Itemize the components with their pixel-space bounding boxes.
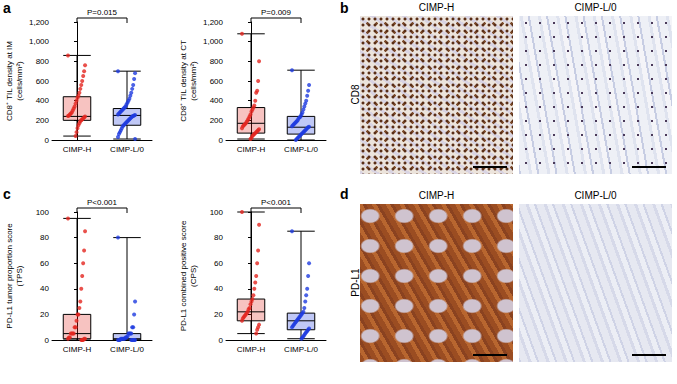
svg-text:CIMP-L/0: CIMP-L/0 (284, 145, 318, 154)
svg-text:PD-L1 combined positive score: PD-L1 combined positive score (179, 220, 188, 331)
html-text:d: d (340, 186, 349, 202)
svg-text:1,200: 1,200 (29, 18, 50, 27)
svg-text:20: 20 (214, 310, 223, 319)
html-text:a: a (3, 0, 11, 16)
svg-text:CIMP-H: CIMP-H (237, 345, 266, 354)
svg-text:80: 80 (40, 233, 49, 242)
svg-text:CIMP-H: CIMP-H (237, 145, 266, 154)
svg-text:100: 100 (36, 208, 50, 217)
svg-text:20: 20 (40, 310, 49, 319)
svg-text:CD8⁺ TIL density at CT: CD8⁺ TIL density at CT (179, 40, 188, 122)
svg-text:400: 400 (210, 96, 224, 105)
html-text:c: c (3, 186, 11, 202)
svg-text:CIMP-L/0: CIMP-L/0 (110, 145, 144, 154)
html-text:CIMP-L/0: CIMP-L/0 (574, 190, 617, 201)
svg-text:0: 0 (219, 136, 224, 145)
svg-text:P=0.015: P=0.015 (87, 8, 118, 17)
svg-text:800: 800 (36, 57, 50, 66)
svg-text:(cells/mm²): (cells/mm²) (15, 61, 24, 101)
svg-text:CIMP-H: CIMP-H (63, 145, 92, 154)
svg-text:1,000: 1,000 (29, 37, 50, 46)
svg-text:60: 60 (214, 259, 223, 268)
html-text:CIMP-H: CIMP-H (418, 2, 455, 13)
svg-text:600: 600 (210, 77, 224, 86)
svg-text:40: 40 (40, 284, 49, 293)
svg-text:CIMP-L/0: CIMP-L/0 (110, 345, 144, 354)
svg-text:80: 80 (214, 233, 223, 242)
svg-text:60: 60 (40, 259, 49, 268)
svg-text:40: 40 (214, 284, 223, 293)
svg-text:0: 0 (45, 136, 50, 145)
svg-text:P<0.001: P<0.001 (261, 198, 292, 207)
svg-text:1,200: 1,200 (203, 18, 224, 27)
svg-text:P=0.009: P=0.009 (261, 8, 292, 17)
svg-text:PD-L1 tumor proportion score: PD-L1 tumor proportion score (5, 223, 14, 329)
html-text:CIMP-H: CIMP-H (418, 190, 455, 201)
svg-text:P<0.001: P<0.001 (87, 198, 118, 207)
svg-text:CIMP-L/0: CIMP-L/0 (284, 345, 318, 354)
svg-text:(TPS): (TPS) (15, 265, 24, 286)
html-text:CIMP-L/0: CIMP-L/0 (574, 2, 617, 13)
svg-text:200: 200 (210, 116, 224, 125)
svg-text:400: 400 (36, 96, 50, 105)
html-text:CD8: CD8 (349, 84, 361, 105)
svg-text:100: 100 (210, 208, 224, 217)
svg-text:0: 0 (219, 336, 224, 345)
svg-text:CD8⁺ TIL density at IM: CD8⁺ TIL density at IM (5, 41, 14, 121)
svg-text:(cells/mm²): (cells/mm²) (189, 61, 198, 101)
svg-text:200: 200 (36, 116, 50, 125)
svg-text:800: 800 (210, 57, 224, 66)
svg-text:600: 600 (36, 77, 50, 86)
svg-text:1,000: 1,000 (203, 37, 224, 46)
html-text:PD-L1: PD-L1 (349, 268, 361, 297)
svg-text:0: 0 (45, 336, 50, 345)
svg-text:CIMP-H: CIMP-H (63, 345, 92, 354)
html-text:b: b (340, 0, 349, 16)
svg-text:(CPS): (CPS) (189, 265, 198, 287)
